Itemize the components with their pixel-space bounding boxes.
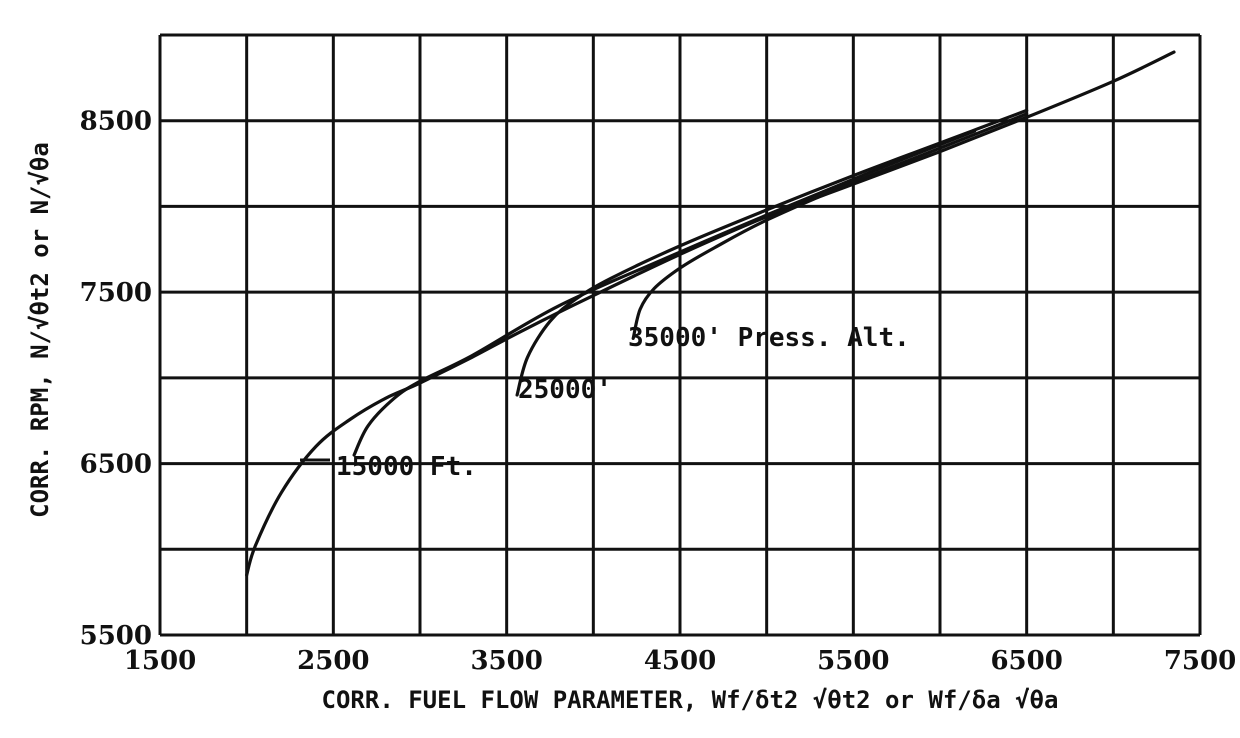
x-tick-label: 5500 [817, 646, 889, 676]
series-line-4 [631, 112, 1029, 340]
y-tick-label: 5500 [80, 621, 152, 651]
annotation-15000-ft: 15000 Ft. [336, 452, 477, 482]
tick-labels: 1500 2500 3500 4500 5500 6500 7500 5500 6500 7500… [80, 107, 1237, 676]
curves [245, 50, 1176, 577]
x-tick-label: 2500 [297, 646, 369, 676]
annotation-35000-press-alt: 35000' Press. Alt. [628, 323, 910, 353]
y-axis-label: CORR. RPM, N/√θt2 or N/√θa [26, 142, 54, 518]
series-line-2 [352, 129, 977, 457]
x-tick-label: 4500 [644, 646, 716, 676]
grid [158, 33, 1202, 637]
y-tick-label: 8500 [80, 107, 152, 137]
x-tick-label: 3500 [470, 646, 542, 676]
annotations: 15000 Ft. 25000' 35000' Press. Alt. [300, 323, 910, 482]
x-tick-label: 6500 [990, 646, 1062, 676]
y-tick-label: 6500 [80, 450, 152, 480]
x-tick-label: 7500 [1164, 646, 1236, 676]
x-tick-label: 1500 [124, 646, 196, 676]
series-line-1 [245, 50, 1176, 577]
series-line-3 [515, 108, 1029, 397]
x-axis-label: CORR. FUEL FLOW PARAMETER, Wf/δt2 √θt2 o… [322, 686, 1059, 714]
annotation-25000: 25000' [518, 375, 612, 405]
y-tick-label: 7500 [80, 278, 152, 308]
